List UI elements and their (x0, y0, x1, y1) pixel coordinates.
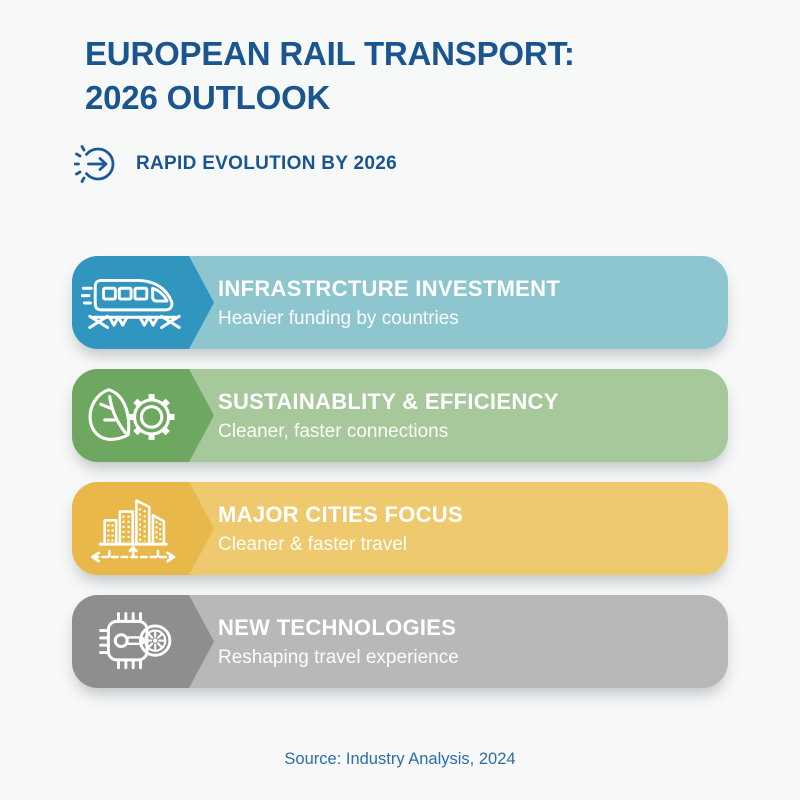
page-title-line1: EUROPEAN RAIL TRANSPORT: (85, 35, 575, 72)
rapid-evolution-badge: RAPID EVOLUTION BY 2026 (74, 140, 397, 188)
band-sustainability-efficiency: SUSTAINABLITY & EFFICIENCY Cleaner, fast… (72, 369, 728, 462)
train-icon (81, 278, 181, 329)
city-buildings-icon (91, 498, 176, 562)
bands-list: INFRASTRCTURE INVESTMENT Heavier funding… (72, 256, 728, 688)
band-new-technologies: NEW TECHNOLOGIES Reshaping travel experi… (72, 595, 728, 688)
band-infrastructure-investment: INFRASTRCTURE INVESTMENT Heavier funding… (72, 256, 728, 349)
speed-clock-arrow-icon (74, 145, 115, 183)
leaf-gear-icon (88, 387, 175, 441)
band-title: MAJOR CITIES FOCUS (218, 501, 463, 527)
band-text-block: SUSTAINABLITY & EFFICIENCY Cleaner, fast… (218, 389, 559, 443)
band-icon-panel (72, 256, 214, 349)
band-major-cities-focus: MAJOR CITIES FOCUS Cleaner & faster trav… (72, 482, 728, 575)
band-icon-panel (72, 595, 214, 688)
source-note: Source: Industry Analysis, 2024 (284, 750, 516, 768)
page-title: EUROPEAN RAIL TRANSPORT: 2026 OUTLOOK (85, 32, 575, 120)
band-icon-panel (72, 482, 214, 575)
band-text-block: MAJOR CITIES FOCUS Cleaner & faster trav… (218, 502, 463, 556)
band-subtitle: Cleaner & faster travel (218, 533, 408, 555)
band-title: NEW TECHNOLOGIES (218, 614, 457, 640)
band-subtitle: Reshaping travel experience (218, 646, 459, 668)
page-title-line2: 2026 OUTLOOK (85, 79, 331, 116)
eyebrow-label: RAPID EVOLUTION BY 2026 (136, 153, 398, 174)
band-subtitle: Cleaner, faster connections (218, 420, 449, 442)
band-subtitle: Heavier funding by countries (218, 307, 459, 329)
band-text-block: INFRASTRCTURE INVESTMENT Heavier funding… (218, 276, 560, 330)
chip-speedometer-icon (99, 611, 172, 669)
band-title: SUSTAINABLITY & EFFICIENCY (218, 388, 559, 414)
band-text-block: NEW TECHNOLOGIES Reshaping travel experi… (218, 615, 459, 669)
band-title: INFRASTRCTURE INVESTMENT (218, 275, 561, 301)
band-icon-panel (72, 369, 214, 462)
